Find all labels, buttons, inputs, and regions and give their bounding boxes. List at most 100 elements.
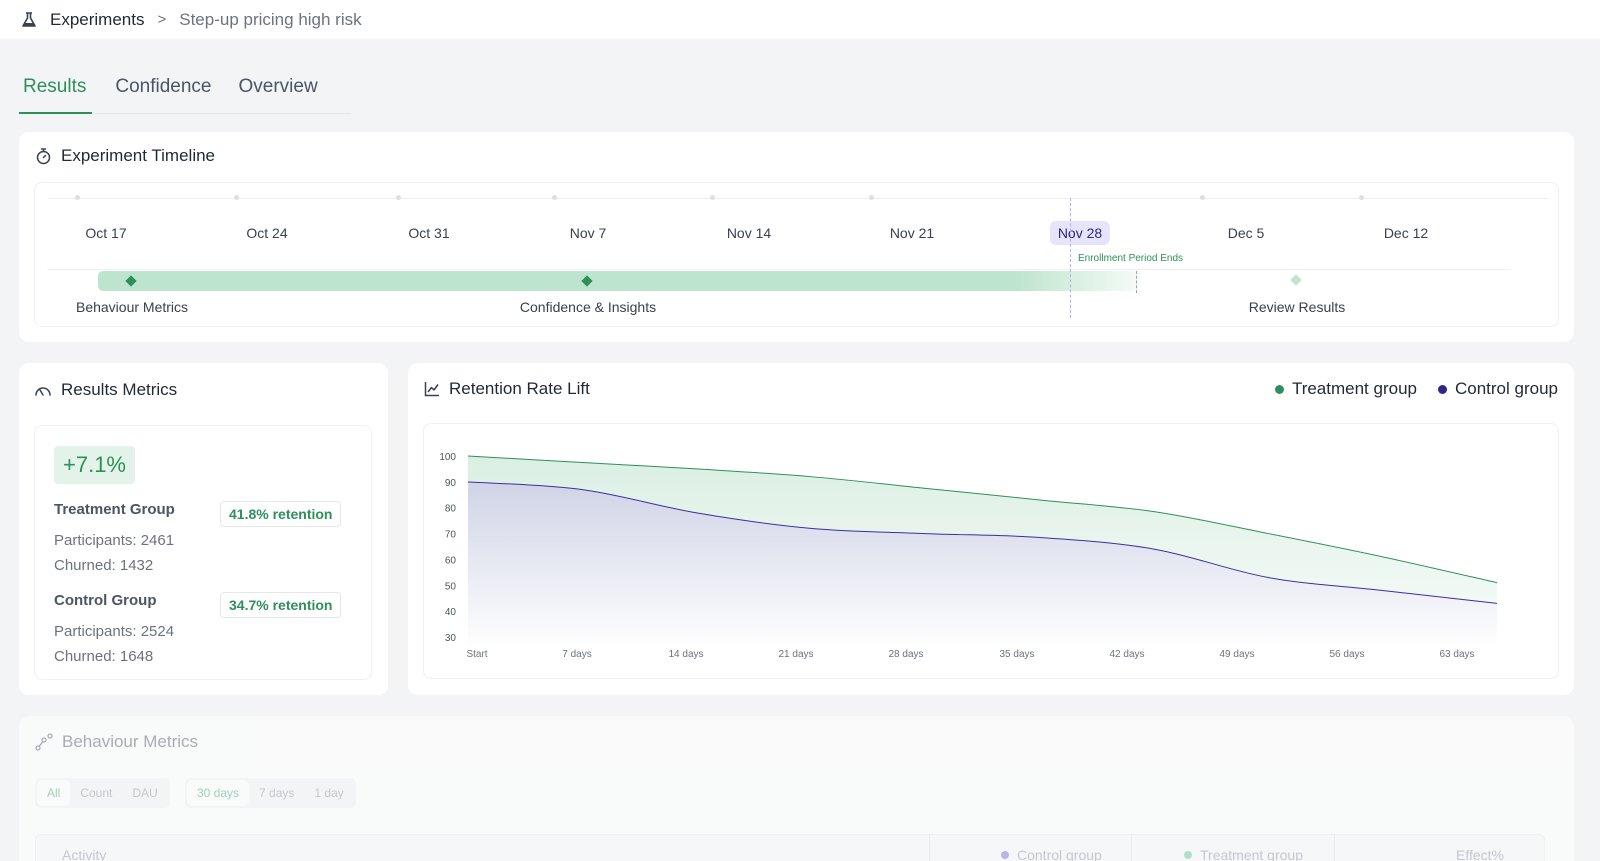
control-area — [468, 481, 1497, 649]
treatment-group-name: Treatment Group — [54, 501, 175, 518]
retention-chart-panel: 100 90 80 70 60 50 40 30 Start 7 days 14 days 21 d… — [423, 423, 1559, 679]
x-tick-label: 28 days — [888, 649, 923, 660]
breadcrumb-experiments-link[interactable]: Experiments — [50, 9, 145, 29]
legend-dot-icon — [1274, 384, 1284, 394]
retention-chart-title-text: Retention Rate Lift — [449, 379, 590, 398]
behaviour-metrics-title-text: Behaviour Metrics — [62, 732, 199, 751]
x-tick-label: 7 days — [562, 649, 591, 660]
timeline-date: Dec 5 — [1227, 225, 1265, 241]
breadcrumb-current: Step-up pricing high risk — [179, 9, 362, 29]
control-series-line — [467, 481, 1498, 604]
timeline-tick — [1200, 195, 1205, 200]
timeline-date: Nov 14 — [726, 225, 772, 241]
timeline-panel: Oct 17 Oct 24 Oct 31 Nov 7 Nov 14 Nov 21… — [34, 182, 1559, 327]
filter-7-days[interactable]: 7 days — [259, 786, 295, 800]
column-divider — [1131, 835, 1132, 861]
treatment-series-line — [467, 455, 1498, 584]
y-tick-label: 80 — [445, 504, 457, 515]
x-tick-label: 56 days — [1329, 649, 1364, 660]
timeline-date: Nov 7 — [569, 225, 607, 241]
control-participants: Participants: 2524 — [54, 623, 175, 640]
timeline-tick — [552, 195, 557, 200]
x-tick-label: 49 days — [1219, 649, 1254, 660]
treatment-dot-icon — [1184, 851, 1192, 859]
x-tick-label: 35 days — [999, 649, 1034, 660]
y-tick-label: 90 — [445, 478, 457, 489]
stopwatch-icon — [36, 148, 51, 165]
y-tick-label: 50 — [445, 581, 457, 592]
timeline-date-current: Nov 28 — [1049, 221, 1111, 245]
treatment-participants: Participants: 2461 — [54, 532, 175, 549]
column-effect[interactable]: Effect% — [1456, 847, 1504, 861]
y-tick-label: 70 — [445, 530, 457, 541]
results-metrics-panel: +7.1% Treatment Group 41.8% retention Pa… — [34, 425, 372, 680]
milestone-label-review-results: Review Results — [1248, 299, 1346, 315]
timeline-date: Oct 24 — [246, 225, 288, 241]
timeline-date: Oct 17 — [85, 225, 127, 241]
milestone-diamond-icon[interactable] — [1290, 274, 1302, 286]
legend-item-control[interactable]: Control group — [1437, 379, 1558, 399]
timeline-tick — [396, 195, 401, 200]
x-tick-label: 42 days — [1109, 649, 1144, 660]
column-treatment-label: Treatment group — [1200, 847, 1303, 861]
retention-chart-title: Retention Rate Lift — [424, 379, 590, 399]
timeline-date: Oct 31 — [408, 225, 450, 241]
legend-item-treatment[interactable]: Treatment group — [1274, 379, 1417, 399]
column-activity[interactable]: Activity — [62, 847, 107, 861]
timeline-tick — [869, 195, 874, 200]
chart-legend: Treatment group Control group — [1254, 379, 1558, 399]
control-dot-icon — [1001, 851, 1009, 859]
treatment-churned: Churned: 1432 — [54, 557, 154, 574]
results-metrics-card: Results Metrics +7.1% Treatment Group 41… — [19, 363, 388, 695]
filter-count[interactable]: Count — [80, 786, 113, 800]
results-metrics-title: Results Metrics — [34, 380, 177, 400]
experiment-timeline-card: Experiment Timeline Oct 17 Oct 24 Oct 31… — [19, 132, 1574, 342]
enrollment-end-label: Enrollment Period Ends — [1078, 253, 1184, 264]
behaviour-metrics-title: Behaviour Metrics — [35, 732, 198, 752]
timeline-track — [47, 269, 1510, 270]
y-tick-label: 60 — [445, 555, 457, 566]
results-metrics-title-text: Results Metrics — [61, 380, 178, 399]
timeline-progress-bar — [98, 271, 1138, 291]
column-divider — [929, 835, 930, 861]
current-date-marker — [1070, 198, 1071, 318]
control-group-name: Control Group — [54, 592, 157, 609]
type-filter-segment: All Count DAU — [35, 778, 170, 808]
timeline-title: Experiment Timeline — [35, 146, 215, 166]
control-churned: Churned: 1648 — [54, 648, 154, 665]
top-bar: Experiments > Step-up pricing high risk — [0, 0, 1600, 39]
tab-overview[interactable]: Overview — [238, 76, 318, 97]
tab-confidence[interactable]: Confidence — [115, 76, 212, 97]
timeline-tick — [234, 195, 239, 200]
x-tick-label: Start — [466, 649, 487, 660]
legend-label-control: Control group — [1454, 379, 1558, 398]
column-control-label: Control group — [1017, 847, 1102, 861]
tab-results[interactable]: Results — [19, 70, 93, 114]
x-tick-label: 14 days — [668, 649, 703, 660]
timeline-tick — [1359, 195, 1364, 200]
scatter-icon — [35, 733, 53, 751]
timeline-tick — [710, 195, 715, 200]
line-chart-icon — [424, 382, 439, 397]
filter-all[interactable]: All — [37, 780, 71, 806]
column-control-group[interactable]: Control group — [1001, 835, 1102, 861]
breadcrumb-separator: > — [157, 11, 167, 28]
gauge-icon — [35, 387, 51, 396]
column-divider — [1334, 835, 1335, 861]
behaviour-metrics-card: Behaviour Metrics All Count DAU 30 days … — [19, 716, 1574, 861]
filter-30-days[interactable]: 30 days — [187, 780, 250, 806]
milestone-label-behaviour-metrics: Behaviour Metrics — [75, 299, 189, 315]
filter-1-day[interactable]: 1 day — [314, 786, 344, 800]
flask-icon — [22, 11, 36, 27]
filter-dau[interactable]: DAU — [132, 786, 158, 800]
enrollment-end-marker — [1136, 271, 1137, 293]
treatment-retention-badge: 41.8% retention — [220, 501, 342, 527]
legend-label-treatment: Treatment group — [1291, 379, 1417, 398]
control-retention-badge: 34.7% retention — [220, 592, 342, 618]
timeline-axis — [48, 198, 1548, 199]
timeline-date: Dec 12 — [1383, 225, 1429, 241]
x-tick-label: 63 days — [1439, 649, 1474, 660]
column-treatment-group[interactable]: Treatment group — [1184, 835, 1303, 861]
y-tick-label: 100 — [439, 452, 456, 463]
tab-bar: Results Confidence Overview — [19, 70, 351, 114]
